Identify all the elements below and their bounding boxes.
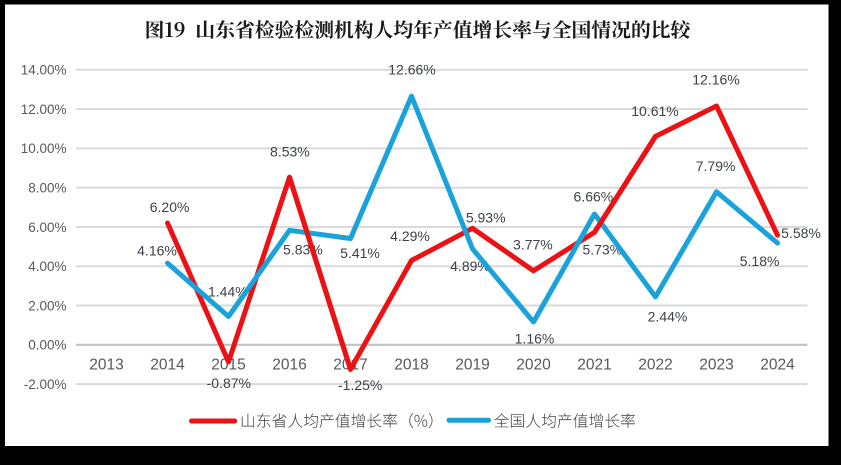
svg-text:5.18%: 5.18% bbox=[740, 253, 780, 269]
svg-text:2014: 2014 bbox=[150, 357, 185, 374]
svg-text:6.66%: 6.66% bbox=[574, 188, 614, 204]
svg-text:2.44%: 2.44% bbox=[648, 308, 688, 324]
svg-text:8.00%: 8.00% bbox=[28, 181, 66, 196]
svg-text:4.29%: 4.29% bbox=[390, 228, 430, 244]
svg-text:3.77%: 3.77% bbox=[513, 237, 553, 253]
svg-text:2022: 2022 bbox=[638, 357, 672, 374]
svg-text:2024: 2024 bbox=[760, 357, 795, 374]
svg-text:6.00%: 6.00% bbox=[28, 220, 66, 235]
svg-text:1.16%: 1.16% bbox=[515, 331, 555, 347]
svg-text:4.16%: 4.16% bbox=[137, 242, 177, 258]
svg-text:2018: 2018 bbox=[394, 357, 428, 374]
svg-text:8.53%: 8.53% bbox=[270, 143, 310, 159]
svg-text:5.93%: 5.93% bbox=[466, 209, 506, 225]
svg-text:1.44%: 1.44% bbox=[208, 283, 248, 299]
svg-text:2020: 2020 bbox=[516, 357, 551, 374]
svg-text:6.20%: 6.20% bbox=[150, 199, 190, 215]
svg-text:12.16%: 12.16% bbox=[692, 72, 739, 88]
svg-text:12.00%: 12.00% bbox=[21, 102, 67, 117]
svg-text:4.00%: 4.00% bbox=[28, 259, 66, 274]
svg-text:2013: 2013 bbox=[89, 357, 123, 374]
svg-text:2019: 2019 bbox=[455, 357, 489, 374]
svg-text:5.41%: 5.41% bbox=[340, 245, 380, 261]
svg-text:-2.00%: -2.00% bbox=[24, 377, 67, 392]
svg-text:4.89%: 4.89% bbox=[450, 258, 490, 274]
svg-text:10.61%: 10.61% bbox=[631, 103, 678, 119]
svg-text:5.58%: 5.58% bbox=[781, 225, 821, 241]
svg-text:0.00%: 0.00% bbox=[28, 338, 66, 353]
svg-text:2015: 2015 bbox=[211, 357, 245, 374]
svg-text:2023: 2023 bbox=[699, 357, 733, 374]
svg-text:14.00%: 14.00% bbox=[21, 63, 67, 78]
svg-text:2021: 2021 bbox=[577, 357, 611, 374]
svg-text:-1.25%: -1.25% bbox=[338, 377, 382, 393]
svg-text:10.00%: 10.00% bbox=[21, 141, 67, 156]
svg-text:-0.87%: -0.87% bbox=[207, 375, 251, 391]
svg-text:5.73%: 5.73% bbox=[582, 241, 622, 257]
svg-text:2016: 2016 bbox=[272, 357, 306, 374]
svg-text:2.00%: 2.00% bbox=[28, 298, 66, 313]
svg-text:7.79%: 7.79% bbox=[696, 158, 736, 174]
svg-text:12.66%: 12.66% bbox=[388, 62, 435, 78]
